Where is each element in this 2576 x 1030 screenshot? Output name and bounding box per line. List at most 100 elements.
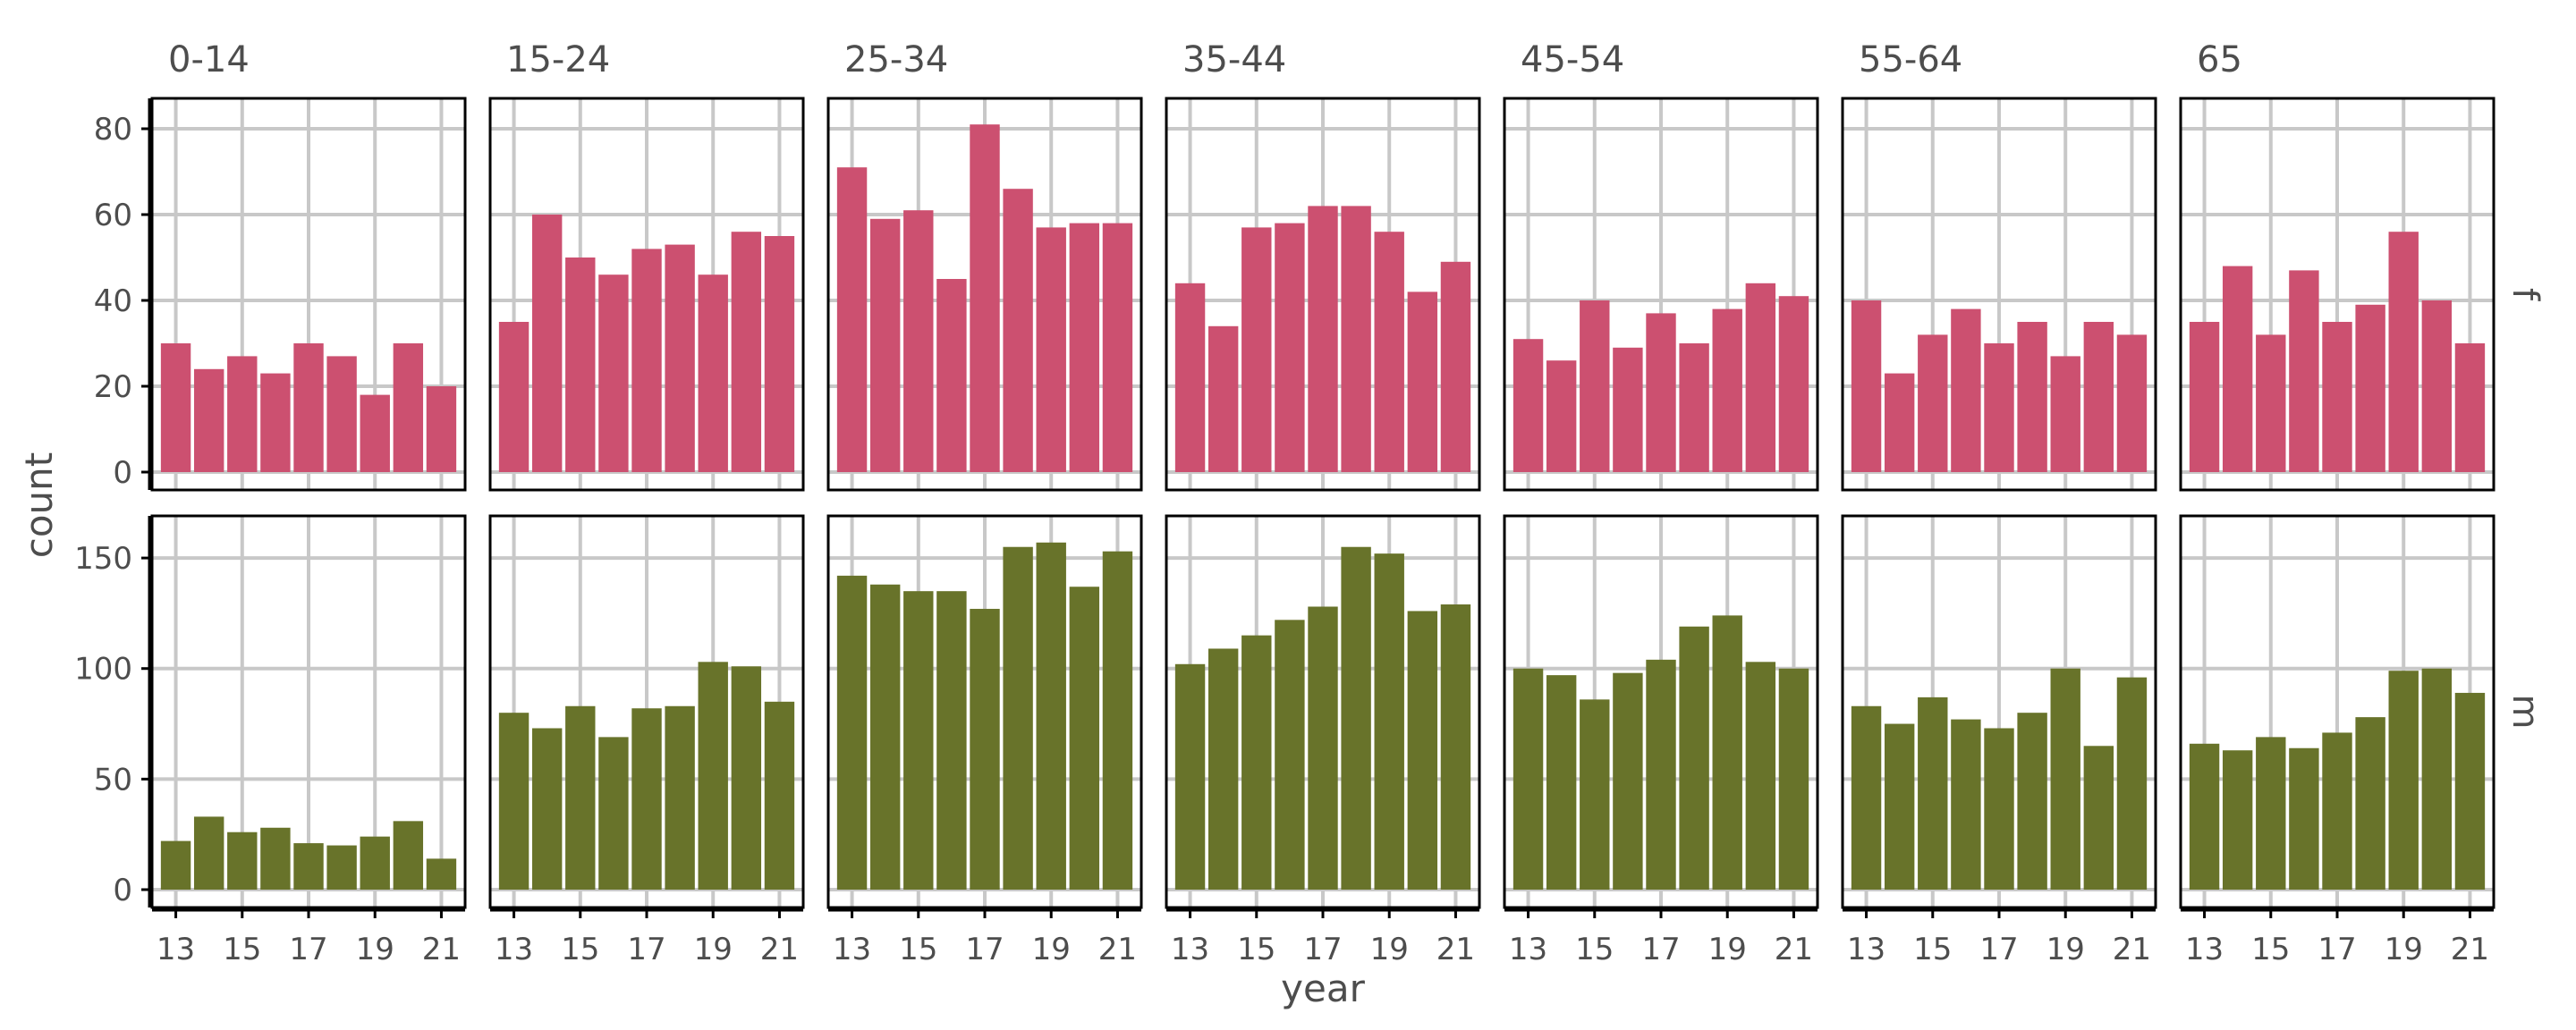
bar-45-54-16	[1613, 347, 1643, 472]
col-strip-label-55-64: 55-64	[1859, 39, 1962, 80]
bar-65-15	[2256, 737, 2286, 890]
x-tick-label: 17	[289, 932, 327, 967]
x-tick-label: 21	[1436, 932, 1475, 967]
bar-65-14	[2222, 750, 2253, 890]
bar-55-64-13	[1851, 705, 1882, 890]
bar-0-14-18	[326, 356, 357, 472]
panel-m-55-64	[1841, 514, 2157, 909]
x-tick-label: 19	[1032, 932, 1071, 967]
bar-0-14-20	[393, 343, 424, 472]
x-tick-label: 13	[157, 932, 195, 967]
bar-65-20	[2421, 668, 2453, 890]
x-tick-label: 21	[2113, 932, 2151, 967]
bar-65-19	[2388, 232, 2419, 472]
bar-25-34-14	[869, 218, 901, 473]
bar-0-14-13	[160, 343, 191, 472]
bar-35-44-19	[1374, 553, 1404, 890]
bar-35-44-15	[1241, 635, 1272, 890]
bar-25-34-16	[936, 279, 967, 472]
bar-0-14-17	[293, 343, 324, 472]
x-tick-label: 13	[1171, 932, 1209, 967]
panel-frame	[826, 97, 1143, 492]
bar-45-54-17	[1646, 313, 1676, 472]
bar-25-34-14	[869, 584, 901, 890]
x-tick-label: 17	[2318, 932, 2356, 967]
bar-55-64-16	[1951, 308, 1981, 472]
y-tick-label: 40	[94, 283, 132, 319]
bar-15-24-21	[764, 236, 795, 472]
bar-0-14-14	[193, 816, 225, 890]
bar-35-44-16	[1275, 620, 1305, 890]
bar-45-54-15	[1580, 699, 1610, 890]
bar-45-54-21	[1778, 296, 1809, 472]
bar-35-44-15	[1241, 227, 1272, 472]
bar-25-34-18	[1003, 546, 1033, 890]
bar-25-34-17	[970, 124, 1000, 472]
x-tick-label: 19	[694, 932, 733, 967]
bar-15-24-16	[598, 274, 629, 472]
panel-f-15-24	[488, 97, 805, 492]
bar-35-44-13	[1174, 283, 1206, 472]
bar-65-19	[2388, 671, 2419, 890]
x-tick-label: 17	[965, 932, 1004, 967]
bar-15-24-15	[565, 258, 596, 472]
bar-55-64-20	[2083, 746, 2114, 890]
bar-65-18	[2355, 304, 2385, 472]
y-tick-label: 50	[94, 762, 132, 798]
x-tick-label: 15	[2251, 932, 2290, 967]
bar-65-13	[2189, 322, 2220, 472]
bar-55-64-21	[2116, 677, 2148, 890]
bar-25-34-19	[1036, 227, 1066, 472]
bar-55-64-21	[2116, 334, 2148, 472]
bar-25-34-15	[903, 210, 934, 472]
x-tick-label: 13	[1509, 932, 1547, 967]
bar-0-14-21	[426, 858, 457, 890]
y-axis-title: count	[17, 452, 61, 559]
bar-15-24-17	[631, 708, 662, 890]
x-tick-label: 13	[1847, 932, 1885, 967]
panel-f-55-64	[1841, 97, 2157, 492]
bar-65-21	[2454, 692, 2486, 890]
panel-frame	[488, 97, 805, 492]
x-tick-label: 13	[2185, 932, 2224, 967]
bar-45-54-18	[1679, 626, 1709, 890]
bar-65-16	[2289, 747, 2319, 890]
bar-45-54-19	[1712, 615, 1742, 890]
y-tick-label: 150	[74, 541, 132, 577]
bar-55-64-15	[1918, 334, 1948, 472]
bar-55-64-14	[1884, 723, 1915, 890]
panel-m-65	[2179, 514, 2496, 909]
bar-15-24-15	[565, 705, 596, 890]
bar-25-34-20	[1069, 587, 1100, 890]
bar-0-14-13	[160, 840, 191, 890]
x-tick-label: 15	[1913, 932, 1952, 967]
bar-15-24-18	[665, 244, 695, 472]
bar-45-54-14	[1546, 360, 1577, 472]
bar-0-14-17	[293, 843, 324, 890]
bar-0-14-15	[227, 832, 258, 890]
bar-15-24-16	[598, 737, 629, 890]
bar-65-21	[2454, 343, 2486, 472]
x-tick-label: 13	[495, 932, 533, 967]
bar-65-16	[2289, 270, 2319, 472]
x-tick-label: 15	[1237, 932, 1275, 967]
bar-25-34-13	[836, 167, 868, 472]
x-tick-label: 19	[1708, 932, 1747, 967]
bar-65-17	[2322, 322, 2352, 472]
bar-45-54-13	[1513, 668, 1544, 890]
x-tick-label: 21	[422, 932, 461, 967]
bar-15-24-21	[764, 701, 795, 890]
y-tick-label: 0	[113, 455, 132, 491]
panel-frame	[1841, 97, 2157, 492]
bar-0-14-14	[193, 368, 225, 472]
bar-0-14-19	[360, 836, 390, 890]
bar-55-64-19	[2050, 668, 2080, 890]
bar-35-44-17	[1308, 606, 1338, 890]
bar-55-64-16	[1951, 719, 1981, 890]
x-tick-label: 13	[833, 932, 871, 967]
x-tick-label: 21	[2451, 932, 2489, 967]
bar-35-44-19	[1374, 232, 1404, 472]
bar-35-44-20	[1407, 291, 1438, 472]
bar-0-14-21	[426, 386, 457, 472]
bar-35-44-21	[1440, 604, 1471, 890]
